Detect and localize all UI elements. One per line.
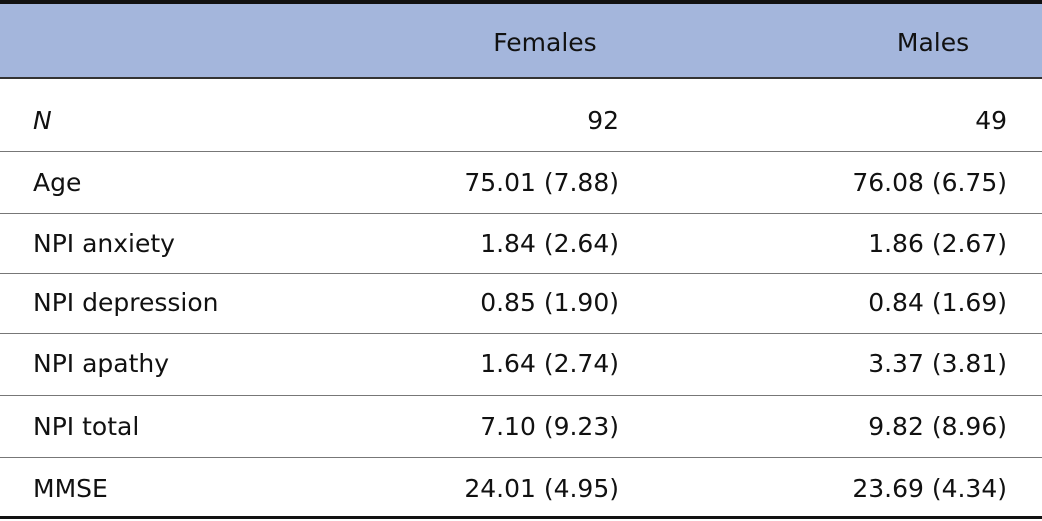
header-band — [0, 4, 1042, 77]
cell-value: 0.85 (1.90) — [480, 288, 619, 317]
column-header: Females — [493, 28, 597, 57]
cell-value: 1.64 (2.74) — [480, 349, 619, 378]
cell-value: 76.08 (6.75) — [852, 168, 1007, 197]
bottom-rule — [0, 516, 1042, 519]
cell-value: 92 — [587, 106, 619, 135]
row-label: NPI total — [33, 412, 140, 441]
cell-value: 3.37 (3.81) — [868, 349, 1007, 378]
row-label: NPI depression — [33, 288, 219, 317]
cell-value: 1.84 (2.64) — [480, 229, 619, 258]
row-separator — [0, 395, 1042, 396]
cell-value: 75.01 (7.88) — [464, 168, 619, 197]
cell-value: 7.10 (9.23) — [480, 412, 619, 441]
cell-value: 49 — [975, 106, 1007, 135]
header-rule — [0, 77, 1042, 79]
cell-value: 9.82 (8.96) — [868, 412, 1007, 441]
row-label: NPI anxiety — [33, 229, 175, 258]
column-header: Males — [896, 28, 970, 57]
row-separator — [0, 333, 1042, 334]
cell-value: 0.84 (1.69) — [868, 288, 1007, 317]
cell-value: 1.86 (2.67) — [868, 229, 1007, 258]
row-separator — [0, 273, 1042, 274]
row-separator — [0, 457, 1042, 458]
row-separator — [0, 213, 1042, 214]
row-label: Age — [33, 168, 82, 197]
row-label: N — [33, 106, 52, 135]
top-rule — [0, 0, 1042, 4]
row-label: MMSE — [33, 474, 108, 503]
cell-value: 23.69 (4.34) — [852, 474, 1007, 503]
row-label: NPI apathy — [33, 349, 170, 378]
cell-value: 24.01 (4.95) — [464, 474, 619, 503]
row-separator — [0, 151, 1042, 152]
